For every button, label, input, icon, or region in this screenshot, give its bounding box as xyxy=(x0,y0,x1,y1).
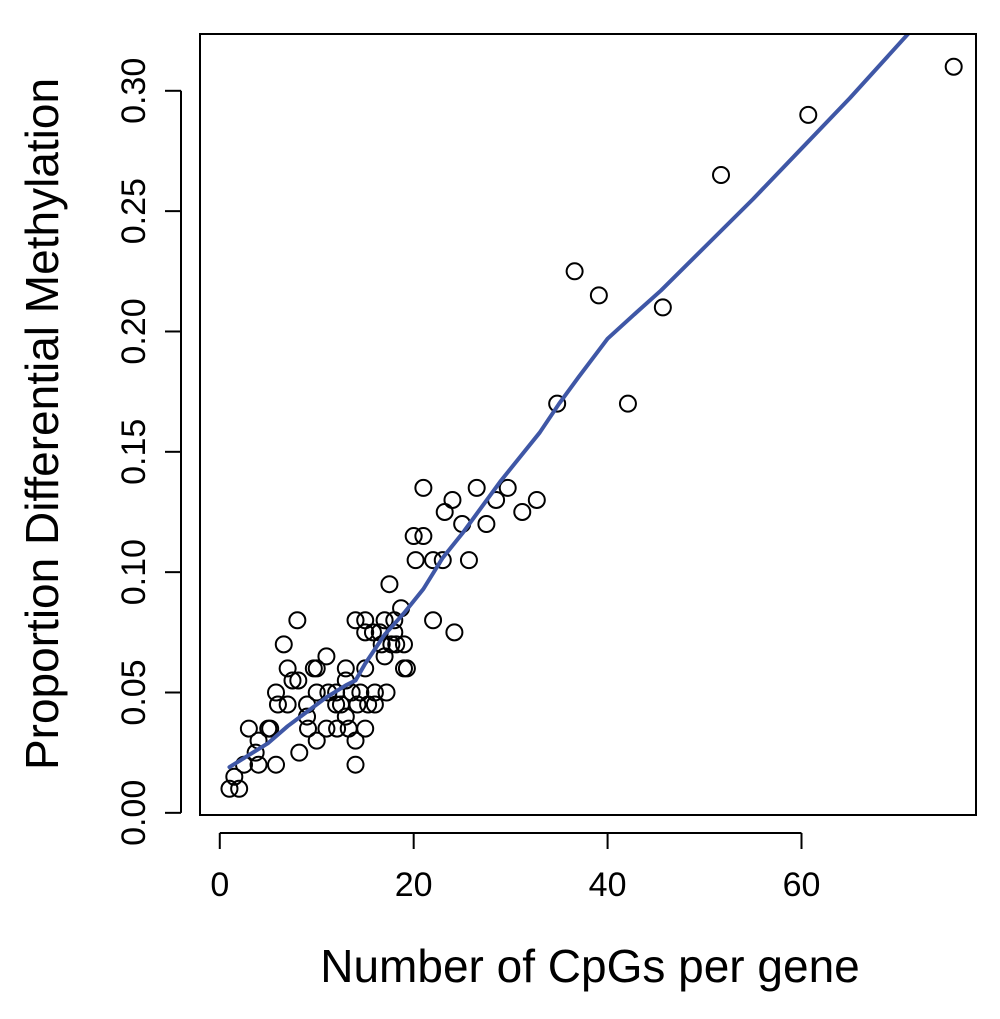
data-point xyxy=(375,611,394,630)
y-tick-label: 0.00 xyxy=(115,780,153,846)
data-point xyxy=(513,502,532,521)
data-point xyxy=(261,719,280,738)
y-tick-label: 0.25 xyxy=(115,178,153,244)
data-point xyxy=(336,707,355,726)
x-axis-label: Number of CpGs per gene xyxy=(320,940,860,992)
data-point xyxy=(230,779,249,798)
data-point xyxy=(377,683,396,702)
x-tick-label: 0 xyxy=(210,866,229,904)
data-point xyxy=(246,743,265,762)
data-point xyxy=(414,478,433,497)
x-axis: 0 20 40 60 xyxy=(210,832,821,904)
data-point xyxy=(459,551,478,570)
smooth-trend-line xyxy=(227,34,911,770)
data-point xyxy=(712,166,731,185)
data-point xyxy=(346,611,365,630)
data-point xyxy=(397,659,416,678)
plot-frame xyxy=(199,33,977,816)
data-point xyxy=(445,623,464,642)
data-point xyxy=(317,719,336,738)
data-point xyxy=(380,575,399,594)
data-point xyxy=(589,286,608,305)
data-point xyxy=(307,683,326,702)
data-point xyxy=(346,731,365,750)
data-point xyxy=(356,719,375,738)
data-point xyxy=(249,755,268,774)
data-point xyxy=(498,478,517,497)
data-point xyxy=(424,611,443,630)
data-point xyxy=(414,527,433,546)
data-point xyxy=(365,683,384,702)
data-point xyxy=(365,695,384,714)
data-point xyxy=(653,298,672,317)
data-point xyxy=(225,767,244,786)
data-point xyxy=(290,743,309,762)
y-axis-label: Proportion Differential Methylation xyxy=(16,78,68,770)
data-point xyxy=(433,551,452,570)
y-tick-label: 0.30 xyxy=(115,58,153,124)
data-point xyxy=(267,755,286,774)
x-tick-label: 20 xyxy=(395,866,433,904)
data-point xyxy=(435,502,454,521)
data-point xyxy=(387,635,406,654)
data-point xyxy=(299,719,318,738)
data-point xyxy=(307,659,326,678)
data-point xyxy=(406,551,425,570)
data-point xyxy=(346,755,365,774)
data-point xyxy=(268,695,287,714)
data-point xyxy=(274,635,293,654)
plot-area xyxy=(220,34,963,798)
data-point xyxy=(548,394,567,413)
data-point xyxy=(394,635,413,654)
data-point xyxy=(267,683,286,702)
y-tick-label: 0.05 xyxy=(115,659,153,725)
x-tick-label: 40 xyxy=(589,866,627,904)
data-point xyxy=(363,623,382,642)
y-tick-label: 0.10 xyxy=(115,539,153,605)
data-point xyxy=(356,623,375,642)
data-point xyxy=(799,105,818,124)
data-point xyxy=(328,719,347,738)
data-point xyxy=(220,779,239,798)
data-point xyxy=(443,490,462,509)
smooth-line-layer xyxy=(227,34,911,770)
data-point xyxy=(289,671,308,690)
data-point xyxy=(618,394,637,413)
data-point xyxy=(327,695,346,714)
scatter-points xyxy=(220,57,963,798)
data-point xyxy=(527,490,546,509)
data-point xyxy=(944,57,963,76)
data-point xyxy=(336,659,355,678)
data-point xyxy=(348,695,367,714)
data-point xyxy=(565,262,584,281)
data-point xyxy=(239,719,258,738)
x-tick-label: 60 xyxy=(783,866,821,904)
data-point xyxy=(283,671,302,690)
data-point xyxy=(467,478,486,497)
data-point xyxy=(382,635,401,654)
data-point xyxy=(317,647,336,666)
data-point xyxy=(477,515,496,534)
y-tick-label: 0.20 xyxy=(115,298,153,364)
data-point xyxy=(278,659,297,678)
y-axis: 0.00 0.05 0.10 0.15 0.20 0.25 0.30 xyxy=(115,58,182,846)
data-point xyxy=(307,731,326,750)
data-point xyxy=(278,695,297,714)
data-point xyxy=(404,527,423,546)
data-point xyxy=(288,611,307,630)
y-tick-label: 0.15 xyxy=(115,419,153,485)
